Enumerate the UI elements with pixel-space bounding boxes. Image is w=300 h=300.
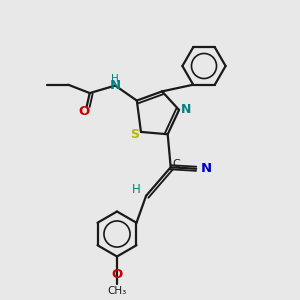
Text: O: O bbox=[79, 105, 90, 118]
Text: CH₃: CH₃ bbox=[107, 286, 127, 296]
Text: N: N bbox=[110, 79, 121, 92]
Text: O: O bbox=[111, 268, 123, 281]
Text: S: S bbox=[130, 128, 139, 141]
Text: H: H bbox=[111, 74, 119, 84]
Text: N: N bbox=[201, 162, 212, 175]
Text: N: N bbox=[181, 103, 191, 116]
Text: C: C bbox=[173, 159, 181, 169]
Text: H: H bbox=[132, 183, 141, 196]
